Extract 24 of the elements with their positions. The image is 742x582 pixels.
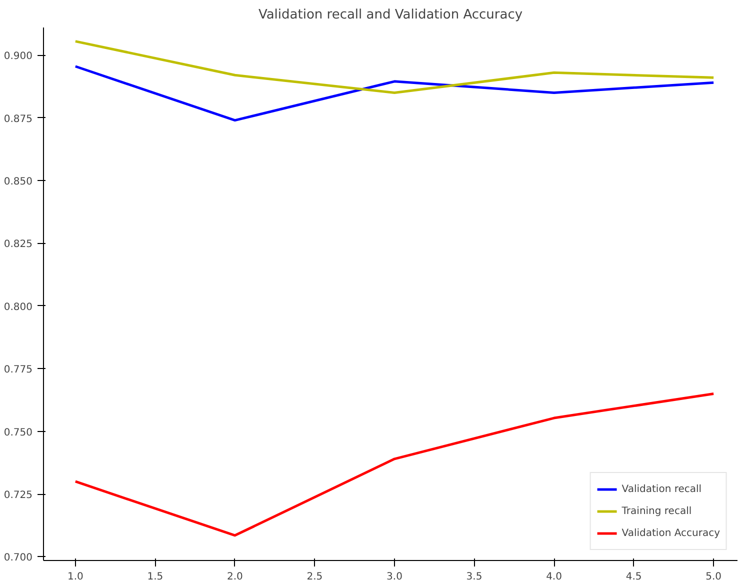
y-tick-label: 0.875: [4, 114, 33, 125]
x-tick-label: 1.5: [147, 572, 164, 582]
x-tick-label: 3.5: [466, 572, 482, 582]
x-tick-label: 5.0: [706, 572, 722, 582]
y-tick-label: 0.700: [4, 552, 33, 564]
line-series: [74, 40, 715, 94]
y-tick-label: 0.825: [4, 239, 33, 250]
y-tick-label: 0.750: [4, 427, 33, 438]
y-tick-label: 0.725: [4, 490, 33, 502]
y-tick-label: 0.800: [4, 302, 33, 313]
y-tick-label: 0.850: [4, 176, 33, 188]
legend-label: Validation recall: [622, 484, 702, 494]
x-tick-label: 1.0: [67, 572, 84, 582]
x-tick-label: 3.0: [386, 572, 402, 582]
x-tick-label: 2.0: [226, 572, 243, 582]
y-tick-label: 0.900: [4, 51, 33, 62]
x-tick-label: 2.5: [306, 572, 323, 582]
legend-label: Training recall: [622, 506, 692, 516]
y-tick-label: 0.775: [4, 364, 33, 376]
legend-label: Validation Accuracy: [622, 528, 720, 538]
line-series: [74, 65, 715, 122]
chart-title: Validation recall and Validation Accuracy: [258, 8, 523, 22]
x-tick-label: 4.5: [626, 572, 642, 582]
x-tick-label: 4.0: [546, 572, 562, 582]
